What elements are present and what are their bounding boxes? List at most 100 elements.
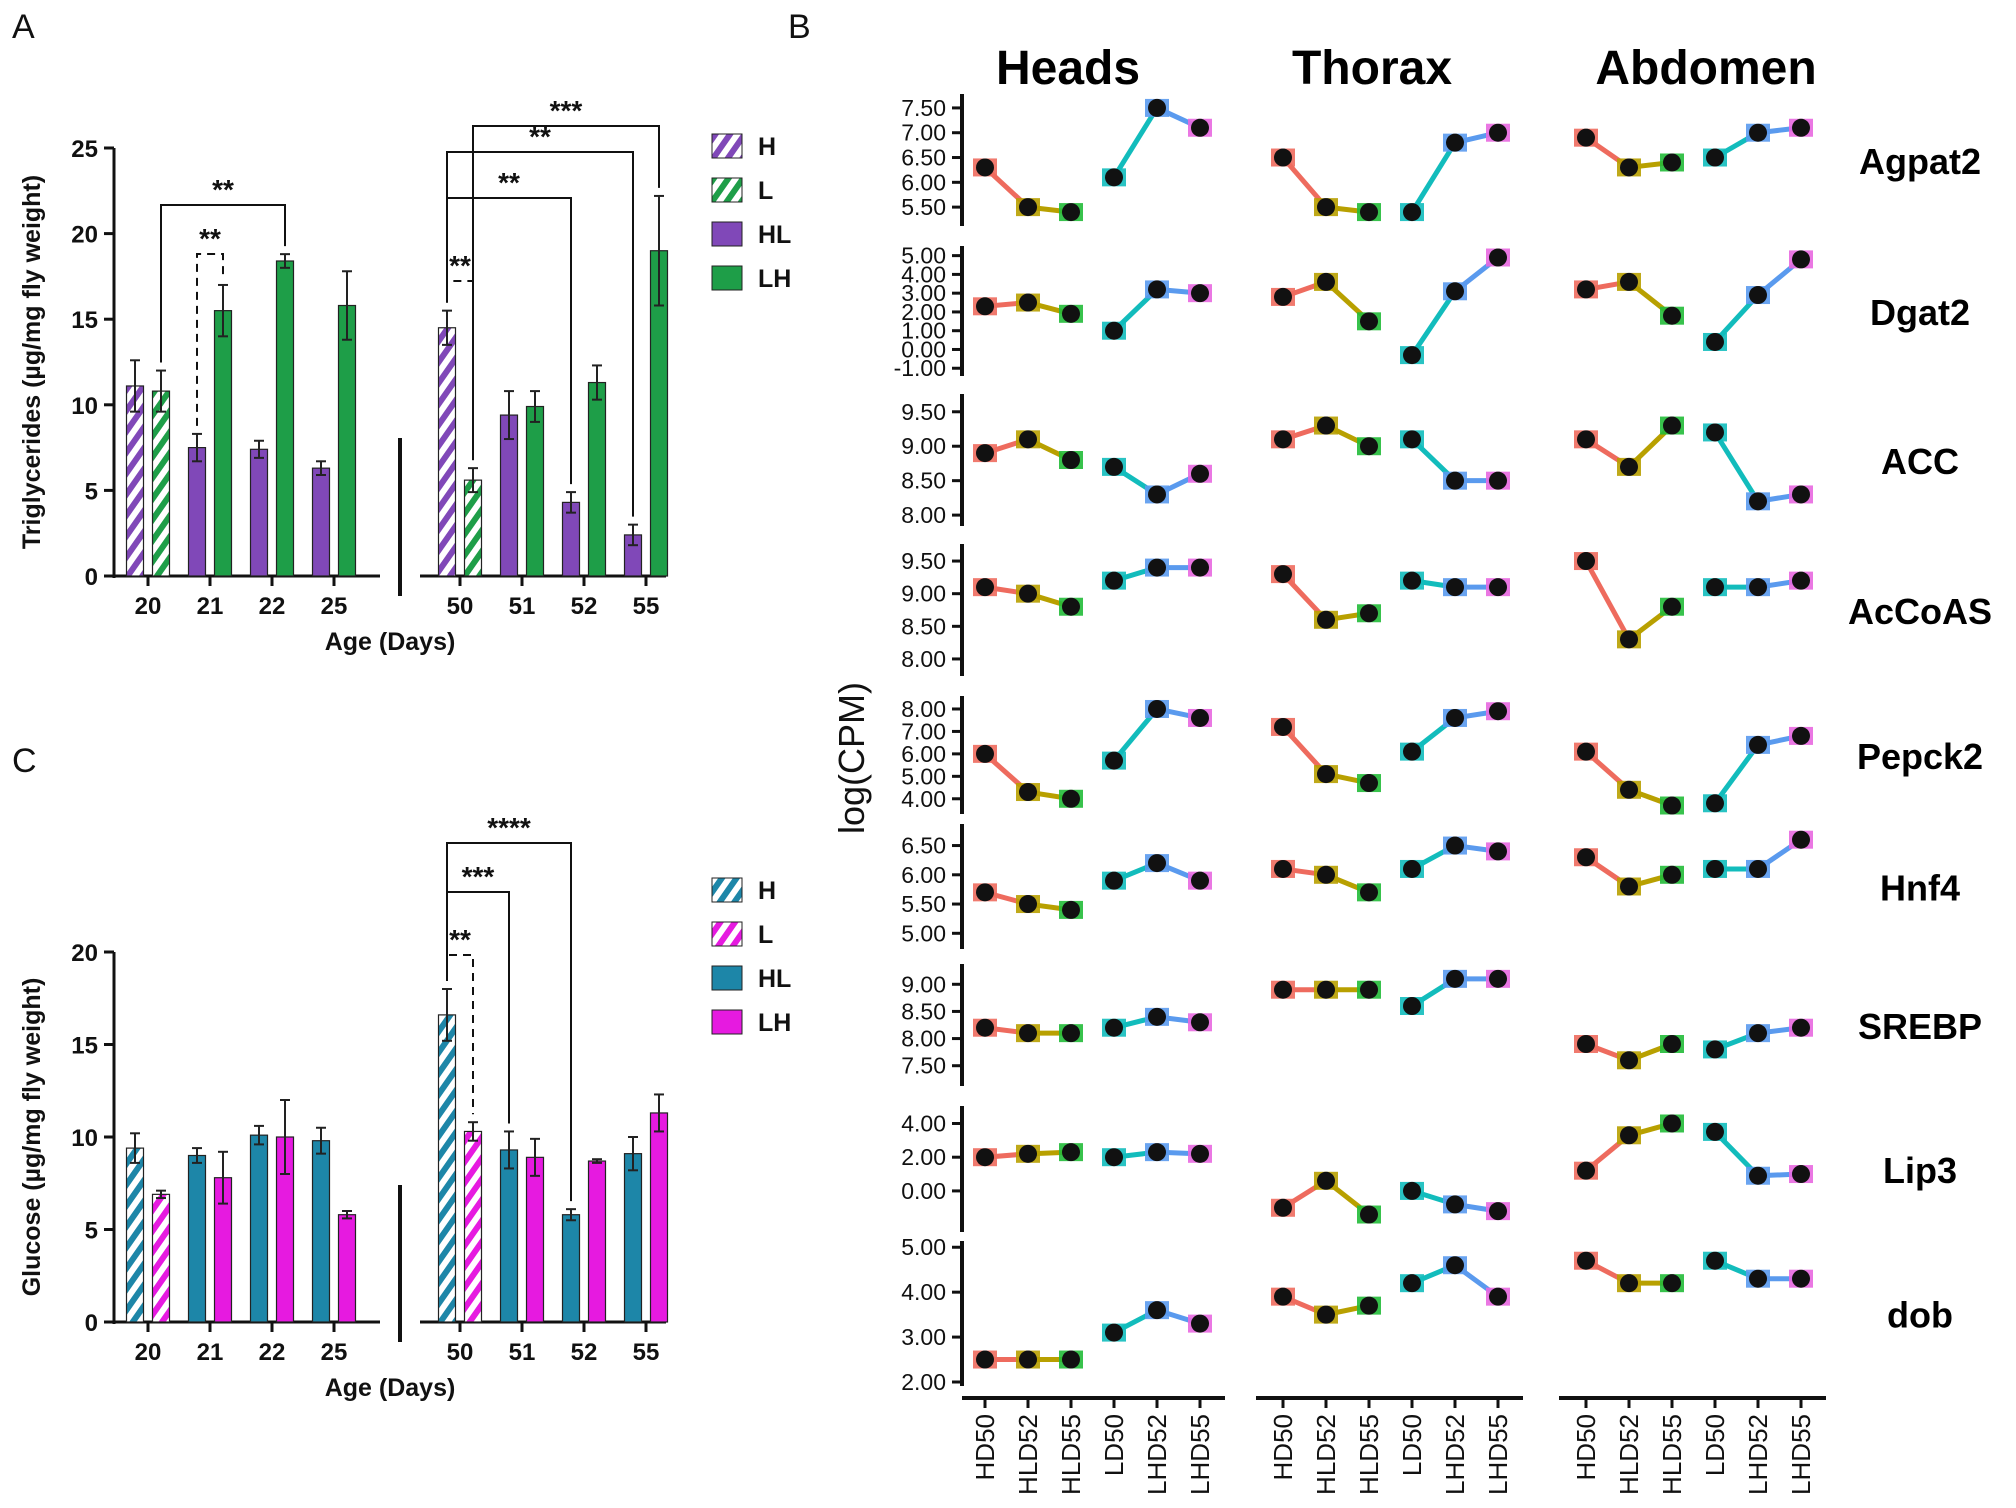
- y-tick-label: 1.00: [901, 318, 946, 344]
- x-tick-label: 20: [135, 593, 162, 620]
- bar-52-LH: [587, 381, 607, 577]
- y-axis-title: log(CPM): [831, 682, 872, 834]
- x-tick-label-lhd52: LHD52: [1440, 1414, 1470, 1495]
- legend-label-H: H: [758, 133, 776, 161]
- y-tick-label: 5.50: [901, 194, 946, 220]
- mean-point-hd50: [976, 1350, 994, 1369]
- bar-22-LH: [275, 260, 295, 577]
- mean-point-hld55: [1062, 900, 1080, 919]
- mean-point-ld50: [1403, 1181, 1421, 1200]
- mean-point-hld52: [1317, 198, 1335, 217]
- mean-point-hld55: [1062, 203, 1080, 222]
- mean-point-lhd52: [1749, 735, 1767, 754]
- mean-point-hld55: [1360, 312, 1378, 331]
- x-tick-label: 21: [197, 1339, 224, 1366]
- mean-point-ld50: [1105, 321, 1123, 340]
- mean-point-hld55: [1360, 437, 1378, 456]
- mean-point-hld55: [1663, 153, 1681, 172]
- mean-point-ld50: [1403, 742, 1421, 761]
- mean-point-hld55: [1663, 306, 1681, 325]
- x-tick-label: 22: [259, 593, 286, 620]
- mean-point-ld50: [1105, 1148, 1123, 1167]
- y-tick-label: 8.50: [901, 468, 946, 494]
- legend-swatch-LH: [711, 1009, 743, 1035]
- mean-point-ld50: [1105, 168, 1123, 187]
- y-tick-label: 8.00: [901, 1026, 946, 1052]
- significance-stars: **: [199, 223, 221, 254]
- mean-point-hd50: [1274, 287, 1292, 306]
- mean-point-hd50: [1577, 552, 1595, 571]
- y-tick-label: 20: [71, 940, 98, 967]
- legend-label-L: L: [758, 921, 773, 949]
- mean-point-ld50: [1706, 578, 1724, 597]
- y-tick-label: 0: [85, 564, 98, 591]
- mean-point-hld55: [1062, 1143, 1080, 1162]
- mean-point-hld55: [1663, 597, 1681, 616]
- x-tick-label-hld55: HLD55: [1354, 1414, 1384, 1495]
- x-tick-label: 21: [197, 593, 224, 620]
- bar-51-LH: [525, 405, 545, 577]
- bar-22-HL: [249, 1134, 269, 1323]
- x-tick-label-hd50: HD50: [1268, 1414, 1298, 1480]
- mean-point-hld55: [1360, 1296, 1378, 1315]
- x-tick-label-lhd52: LHD52: [1743, 1414, 1773, 1495]
- mean-point-lhd55: [1191, 708, 1209, 727]
- mean-point-hd50: [976, 578, 994, 597]
- bar-21-HL: [187, 1154, 207, 1323]
- mean-point-lhd52: [1446, 1256, 1464, 1275]
- x-axis-title: Age (Days): [325, 628, 456, 656]
- x-tick-label-hld55: HLD55: [1056, 1414, 1086, 1495]
- x-tick-label: 20: [135, 1339, 162, 1366]
- x-tick-label-hld52: HLD52: [1013, 1414, 1043, 1495]
- x-tick-label: 55: [633, 593, 660, 620]
- y-tick-label: 9.00: [901, 581, 946, 607]
- gene-label-agpat2: Agpat2: [1859, 141, 1981, 182]
- mean-point-hd50: [1577, 128, 1595, 147]
- mean-point-ld50: [1706, 859, 1724, 878]
- mean-point-hld55: [1062, 789, 1080, 808]
- mean-point-ld50: [1403, 346, 1421, 365]
- mean-point-hld55: [1360, 980, 1378, 999]
- bar-25-HL: [311, 467, 331, 577]
- y-tick-label: 2.00: [901, 1144, 946, 1170]
- y-tick-label: 5.00: [901, 920, 946, 946]
- mean-point-lhd52: [1446, 133, 1464, 152]
- mean-point-hd50: [1274, 565, 1292, 584]
- mean-point-hld55: [1360, 1205, 1378, 1224]
- mean-point-ld50: [1706, 148, 1724, 167]
- y-tick-label: 9.00: [901, 971, 946, 997]
- y-tick-label: 3.00: [901, 280, 946, 306]
- bar-25-HL: [311, 1140, 331, 1323]
- x-tick-label: 51: [509, 593, 536, 620]
- gene-label-pepck2: Pepck2: [1857, 736, 1983, 777]
- y-tick-label: 6.50: [901, 833, 946, 859]
- gene-label-dob: dob: [1887, 1295, 1953, 1336]
- mean-point-hld52: [1019, 198, 1037, 217]
- mean-point-hd50: [976, 297, 994, 316]
- mean-point-hd50: [976, 444, 994, 463]
- mean-point-ld50: [1706, 1040, 1724, 1059]
- panel-letter-a: A: [12, 8, 35, 46]
- mean-point-hd50: [976, 158, 994, 177]
- mean-point-lhd52: [1148, 699, 1166, 718]
- mean-point-hld55: [1663, 1035, 1681, 1053]
- significance-stars: **: [498, 167, 520, 198]
- y-tick-label: 6.00: [901, 862, 946, 888]
- y-tick-label: 15: [71, 307, 98, 334]
- y-tick-label: 7.00: [901, 718, 946, 744]
- mean-point-hd50: [1577, 1035, 1595, 1053]
- mean-point-lhd52: [1749, 1024, 1767, 1043]
- x-tick-label-lhd52: LHD52: [1142, 1414, 1172, 1495]
- x-tick-label-hld55: HLD55: [1657, 1414, 1687, 1495]
- mean-point-lhd55: [1792, 571, 1810, 590]
- mean-point-lhd55: [1489, 842, 1507, 861]
- y-tick-label: 8.00: [901, 502, 946, 528]
- mean-point-lhd55: [1191, 871, 1209, 890]
- x-tick-label-hd50: HD50: [1571, 1414, 1601, 1480]
- mean-point-hd50: [1577, 280, 1595, 299]
- trend-line-abdomen: [1712, 743, 1761, 805]
- y-tick-label: 15: [71, 1033, 98, 1060]
- mean-point-ld50: [1105, 1018, 1123, 1037]
- bar-52-HL: [561, 1214, 581, 1323]
- mean-point-ld50: [1403, 1274, 1421, 1293]
